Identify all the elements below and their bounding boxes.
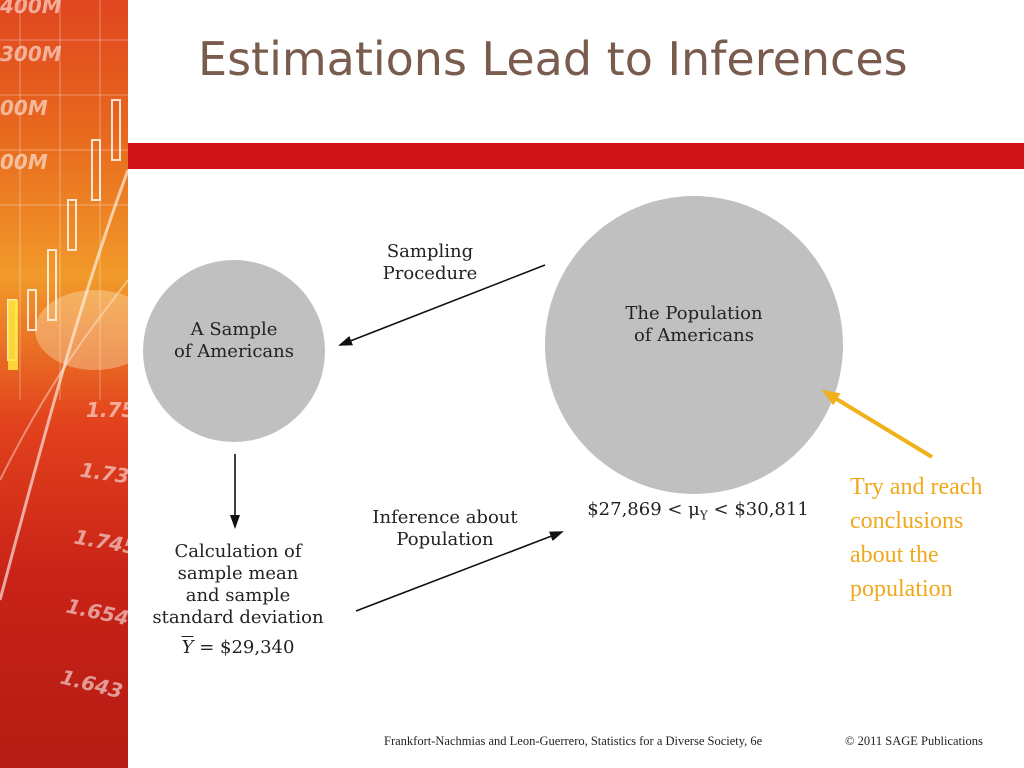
strip-number: 00M xyxy=(0,150,48,174)
decorative-chart-graphic xyxy=(0,0,128,601)
interval-upper: < $30,811 xyxy=(707,499,809,520)
strip-number: 300M xyxy=(0,42,62,66)
calculation-label: Calculation of sample mean and sample st… xyxy=(152,541,324,628)
population-circle xyxy=(545,196,843,494)
interval-subscript: Y xyxy=(699,508,708,523)
inference-arrow xyxy=(355,531,564,612)
inference-label: Inference about Population xyxy=(372,507,518,550)
slide-title: Estimations Lead to Inferences xyxy=(198,32,908,86)
inference-diagram: A Sample of Americans The Population of … xyxy=(128,169,1024,729)
confidence-interval: $27,869 < μY < $30,811 xyxy=(568,499,828,527)
strip-number: 1.75 xyxy=(86,398,128,422)
diagram-graphics xyxy=(143,196,934,612)
interval-lower: $27,869 < μ xyxy=(587,499,700,520)
footer-citation: Frankfort-Nachmias and Leon-Guerrero, St… xyxy=(384,734,763,748)
sampling-procedure-label: Sampling Procedure xyxy=(382,241,478,284)
sample-mean-value: Y = $29,340 xyxy=(148,637,328,659)
accent-bar xyxy=(128,143,1024,169)
strip-number: 00M xyxy=(0,96,48,120)
footer-copyright: © 2011 SAGE Publications xyxy=(845,734,983,748)
sample-circle-label: A Sample of Americans xyxy=(174,319,294,362)
population-circle-label: The Population of Americans xyxy=(625,303,763,346)
sample-mean-number: = $29,340 xyxy=(199,637,295,658)
sample-mean-symbol: Y xyxy=(181,637,194,658)
decorative-background-strip: 400M 300M 00M 00M 1.75 1.734 1.745 1.654… xyxy=(0,0,128,768)
strip-number: 400M xyxy=(0,0,62,18)
sampling-arrow xyxy=(338,264,546,346)
sample-circle xyxy=(143,260,325,442)
annotation-arrow xyxy=(821,389,934,459)
annotation-text: Try and reach conclusions about the popu… xyxy=(850,474,983,602)
